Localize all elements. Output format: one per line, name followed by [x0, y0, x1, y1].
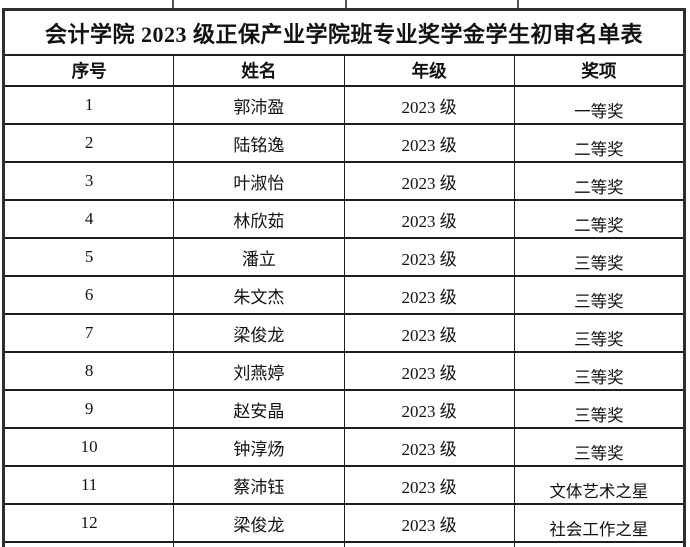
table-row: 10 钟淳炀 2023 级 三等奖: [2, 427, 686, 467]
cell-no: 13: [2, 541, 175, 547]
cell-name: 蔡沛钰: [173, 465, 345, 505]
cell-award: 二等奖: [513, 199, 686, 239]
cell-grade: 2023 级: [343, 389, 515, 429]
cell-award: 三等奖: [513, 389, 686, 429]
cell-grade: 2023 级: [343, 123, 515, 163]
cell-no: 5: [2, 237, 175, 277]
cell-no: 4: [2, 199, 175, 239]
table-row: 9 赵安晶 2023 级 三等奖: [2, 389, 686, 429]
title-row: 会计学院 2023 级正保产业学院班专业奖学金学生初审名单表: [3, 8, 685, 56]
table-row: 11 蔡沛钰 2023 级 文体艺术之星: [2, 465, 686, 505]
table-row: 13 叶淑怡 2023 级 知识技能之星: [2, 541, 686, 547]
cell-award: 三等奖: [513, 313, 686, 353]
cell-name: 刘燕婷: [173, 351, 345, 391]
table-row: 3 叶淑怡 2023 级 二等奖: [2, 161, 686, 201]
cell-grade: 2023 级: [343, 313, 515, 353]
cell-name: 陆铭逸: [173, 123, 345, 163]
cell-name: 潘立: [173, 237, 345, 277]
cell-no: 3: [2, 161, 175, 201]
table-row: 4 林欣茹 2023 级 二等奖: [2, 199, 686, 239]
cell-name: 叶淑怡: [173, 161, 345, 201]
cell-name: 郭沛盈: [173, 85, 345, 125]
cell-no: 6: [2, 275, 175, 315]
cell-award: 三等奖: [513, 351, 686, 391]
cell-name: 梁俊龙: [173, 313, 345, 353]
cell-award: 三等奖: [513, 237, 686, 277]
table-row: 6 朱文杰 2023 级 三等奖: [2, 275, 686, 315]
cell-no: 10: [2, 427, 175, 467]
table-row: 2 陆铭逸 2023 级 二等奖: [2, 123, 686, 163]
cell-name: 朱文杰: [173, 275, 345, 315]
cell-name: 钟淳炀: [173, 427, 345, 467]
cell-award: 社会工作之星: [513, 503, 686, 543]
cell-no: 12: [2, 503, 175, 543]
cell-name: 梁俊龙: [173, 503, 345, 543]
cell-no: 2: [2, 123, 175, 163]
cell-no: 9: [2, 389, 175, 429]
cell-no: 1: [2, 85, 175, 125]
grid-stub: [172, 0, 174, 10]
column-header-no: 序号: [2, 54, 175, 87]
cell-name: 林欣茹: [173, 199, 345, 239]
table-row: 8 刘燕婷 2023 级 三等奖: [2, 351, 686, 391]
cell-award: 三等奖: [513, 427, 686, 467]
column-header-grade: 年级: [343, 54, 515, 87]
table-row: 1 郭沛盈 2023 级 一等奖: [2, 85, 686, 125]
cell-no: 11: [2, 465, 175, 505]
cell-name: 赵安晶: [173, 389, 345, 429]
cell-grade: 2023 级: [343, 427, 515, 467]
cell-award: 知识技能之星: [513, 541, 686, 547]
cell-grade: 2023 级: [343, 351, 515, 391]
grid-stub: [517, 0, 519, 10]
cell-award: 三等奖: [513, 275, 686, 315]
cell-award: 二等奖: [513, 123, 686, 163]
grid-stub: [345, 0, 347, 10]
scholarship-table: 会计学院 2023 级正保产业学院班专业奖学金学生初审名单表 序号 姓名 年级 …: [2, 8, 686, 547]
cell-award: 文体艺术之星: [513, 465, 686, 505]
cell-grade: 2023 级: [343, 465, 515, 505]
table-row: 5 潘立 2023 级 三等奖: [2, 237, 686, 277]
column-header-name: 姓名: [173, 54, 345, 87]
cell-grade: 2023 级: [343, 503, 515, 543]
cell-grade: 2023 级: [343, 275, 515, 315]
cell-grade: 2023 级: [343, 85, 515, 125]
cell-award: 二等奖: [513, 161, 686, 201]
table-row: 12 梁俊龙 2023 级 社会工作之星: [2, 503, 686, 543]
cell-grade: 2023 级: [343, 161, 515, 201]
cell-no: 8: [2, 351, 175, 391]
column-header-award: 奖项: [513, 54, 686, 87]
cell-grade: 2023 级: [343, 541, 515, 547]
cell-grade: 2023 级: [343, 199, 515, 239]
cell-grade: 2023 级: [343, 237, 515, 277]
cell-no: 7: [2, 313, 175, 353]
cell-name: 叶淑怡: [173, 541, 345, 547]
table-row: 7 梁俊龙 2023 级 三等奖: [2, 313, 686, 353]
header-row: 序号 姓名 年级 奖项: [2, 54, 686, 87]
cell-award: 一等奖: [513, 85, 686, 125]
table-title: 会计学院 2023 级正保产业学院班专业奖学金学生初审名单表: [3, 8, 685, 56]
